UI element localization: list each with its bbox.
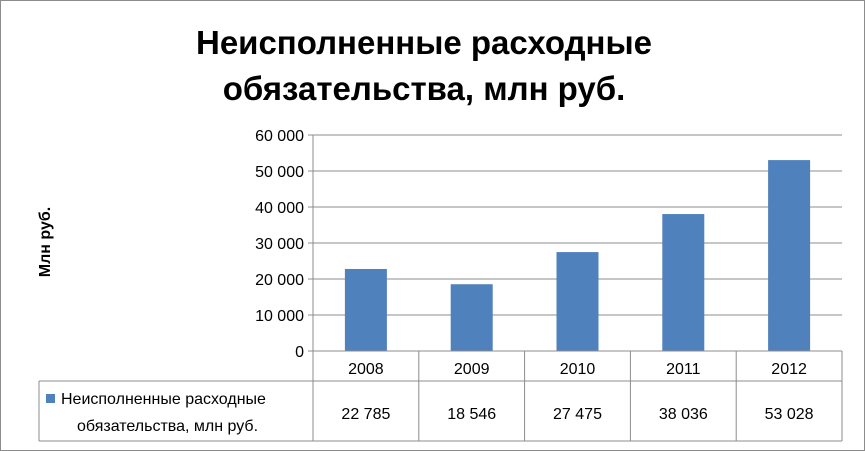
data-table-text: 2008 22 785 2009 18 546 2010 27 475 2011 38 036… [46,361,814,435]
gridlines [308,134,842,352]
data-label: 27 475 [553,406,602,423]
bar-2011 [662,214,705,351]
chart-title-line-1: Неисполненные расходные [196,24,652,61]
series-name-line-1: Неисполненные расходные [61,391,266,408]
bar-2012 [768,160,811,351]
y-axis-ticks: 0 10 000 20 000 30 000 40 000 50 000 60 000 [255,128,304,361]
y-tick-label: 20 000 [255,272,304,289]
bar-2008 [344,268,387,351]
legend-key [46,394,55,403]
data-label: 38 036 [659,406,708,423]
category-label: 2009 [454,361,490,378]
chart-title: Неисполненные расходные обязательства, м… [196,24,652,107]
data-label: 53 028 [765,406,814,423]
chart-title-line-2: обязательства, млн руб. [223,70,626,107]
bars [344,160,811,351]
y-tick-label: 30 000 [255,236,304,253]
category-label: 2010 [560,361,596,378]
y-axis-label: Млн руб. [37,207,54,277]
series-name-line-2: обязательства, млн руб. [77,418,258,435]
data-table [38,350,843,442]
category-label: 2011 [666,361,701,378]
y-tick-label: 0 [295,344,304,361]
y-tick-label: 40 000 [255,200,304,217]
y-tick-label: 10 000 [255,308,304,325]
y-tick-label: 60 000 [255,128,304,145]
bar-2010 [556,252,599,351]
data-label: 18 546 [447,406,496,423]
y-tick-label: 50 000 [255,164,304,181]
category-label: 2008 [348,361,384,378]
data-label: 22 785 [341,406,390,423]
bar-2009 [450,284,493,351]
category-label: 2012 [771,361,807,378]
